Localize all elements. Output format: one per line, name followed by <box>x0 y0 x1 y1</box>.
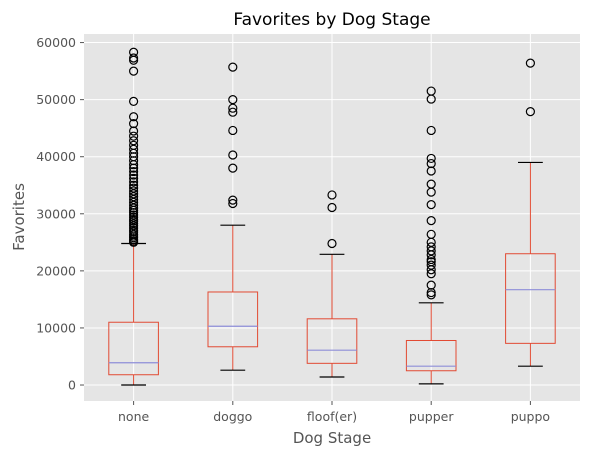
outlier-point <box>129 47 139 57</box>
outlier-point <box>129 173 139 184</box>
outlier-point <box>426 280 436 290</box>
outlier-point <box>228 125 238 136</box>
outlier-point <box>525 107 536 117</box>
outlier-point <box>129 212 139 222</box>
outlier-point <box>129 225 139 235</box>
outlier-point <box>129 177 139 187</box>
outlier-point <box>426 290 436 300</box>
outlier-point <box>228 195 238 205</box>
chart-title: Favorites by Dog Stage <box>233 10 430 30</box>
outlier-point <box>129 66 139 76</box>
y-tick-label: 30000 <box>36 206 76 221</box>
outlier-point <box>228 107 238 117</box>
x-axis-label: Dog Stage <box>293 429 371 447</box>
y-axis-ticks: 0 10000 20000 30000 40000 50000 60000 <box>36 35 84 393</box>
box-group <box>405 86 457 385</box>
outlier-point <box>228 95 238 105</box>
outlier-point <box>129 210 139 220</box>
outlier-point <box>129 180 139 190</box>
outlier-point <box>426 257 436 267</box>
outlier-point <box>129 166 139 177</box>
y-tick-label: 10000 <box>36 320 76 335</box>
outlier-point <box>426 86 436 96</box>
x-tick-label: doggo <box>213 409 252 424</box>
outlier-point <box>525 58 536 68</box>
y-tick-label: 0 <box>68 378 76 393</box>
box-group <box>505 58 556 367</box>
outlier-point <box>129 53 139 63</box>
iqr-box <box>108 321 159 376</box>
outlier-point <box>129 96 139 106</box>
outlier-point <box>327 238 337 249</box>
outlier-point <box>129 170 139 180</box>
outlier-point <box>228 150 238 160</box>
outlier-point <box>129 214 139 225</box>
box-group <box>207 62 259 371</box>
boxes <box>108 47 556 386</box>
outlier-point <box>228 198 238 209</box>
y-axis-label: Favorites <box>10 183 28 251</box>
outlier-point <box>426 229 436 239</box>
outlier-point <box>129 136 139 146</box>
outlier-point <box>129 119 139 129</box>
y-tick-label: 50000 <box>36 92 76 107</box>
iqr-box <box>207 291 259 348</box>
outlier-point <box>228 62 238 72</box>
outlier-point <box>327 190 337 200</box>
outlier-point <box>426 153 436 164</box>
outlier-point <box>228 163 238 173</box>
y-tick-label: 40000 <box>36 149 76 164</box>
x-axis-ticks: none doggo floof(er) pupper puppo <box>118 401 550 424</box>
x-tick-label: floof(er) <box>307 409 357 424</box>
x-tick-label: puppo <box>511 409 550 424</box>
x-tick-label: pupper <box>409 409 454 424</box>
iqr-box <box>405 339 457 372</box>
outlier-point <box>426 242 436 252</box>
outlier-point <box>426 260 436 270</box>
outlier-point <box>129 140 139 150</box>
y-tick-label: 60000 <box>36 35 76 50</box>
box-group <box>108 47 159 386</box>
outlier-point <box>129 183 139 193</box>
box-group <box>306 190 358 378</box>
outlier-point <box>129 131 139 141</box>
outlier-point <box>426 179 436 189</box>
y-tick-label: 20000 <box>36 263 76 278</box>
outlier-point <box>426 200 436 210</box>
outlier-point <box>426 216 436 226</box>
outlier-point <box>426 158 436 169</box>
outlier-point <box>129 186 139 196</box>
outlier-point <box>426 125 436 136</box>
outlier-point <box>129 112 139 122</box>
iqr-box <box>306 318 358 364</box>
x-tick-label: none <box>118 409 149 424</box>
outlier-point <box>327 202 337 213</box>
iqr-box <box>505 253 556 344</box>
